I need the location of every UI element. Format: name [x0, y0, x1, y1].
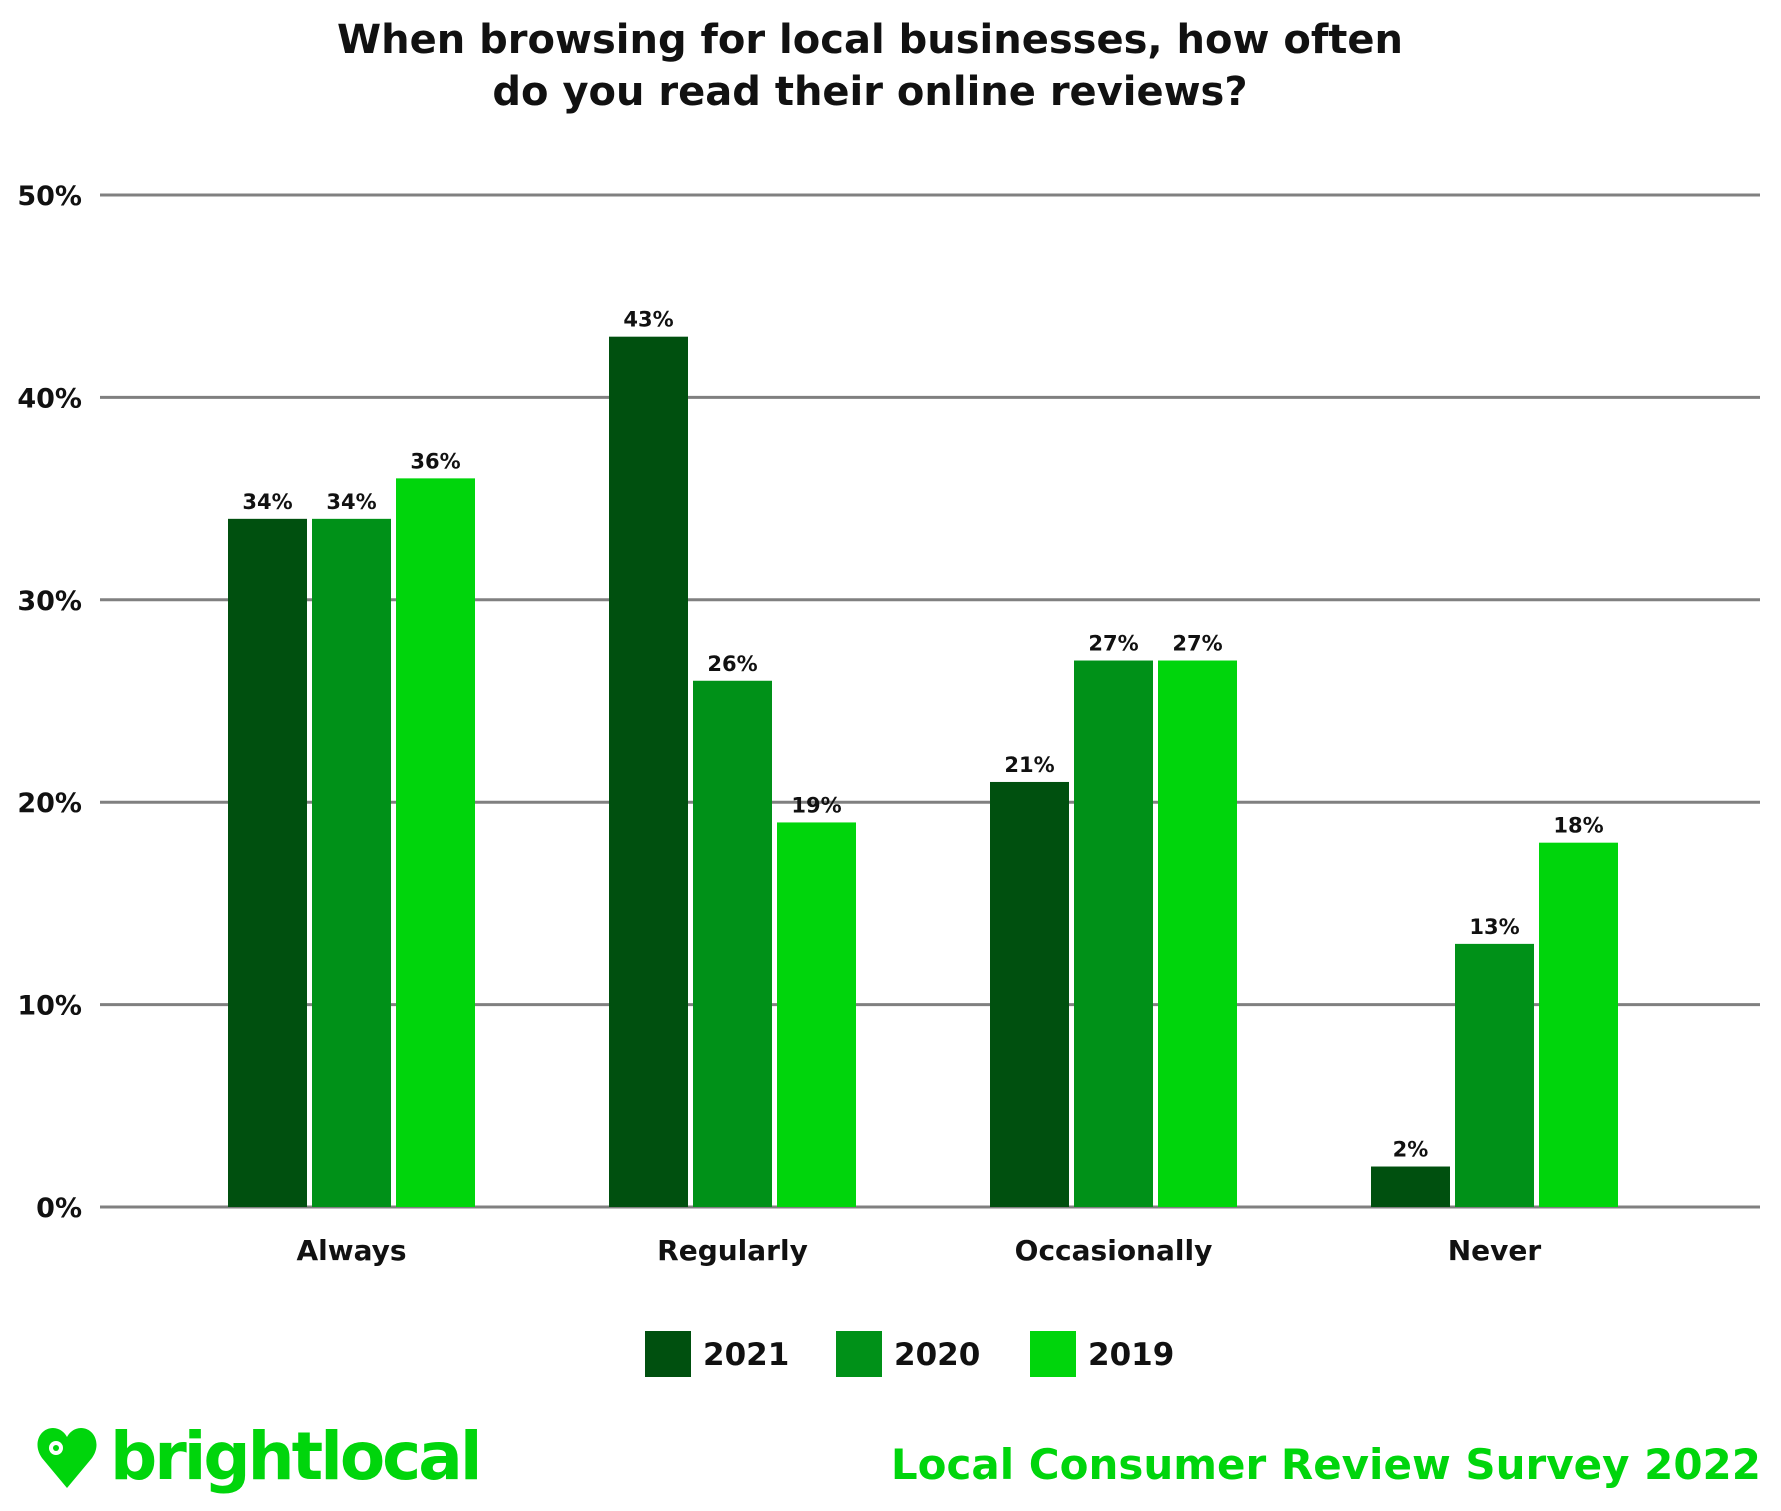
bar-always-2019 — [396, 478, 475, 1207]
legend-label: 2021 — [703, 1337, 789, 1373]
legend-label: 2019 — [1088, 1337, 1174, 1373]
y-tick-label: 10% — [17, 991, 82, 1022]
brightlocal-logo: brightlocal — [36, 1418, 482, 1495]
chart-title: When browsing for local businesses, how … — [0, 14, 1740, 118]
bar-chart: 0% 10% 20% 30% 40% 50% 34% 34% 36% Always 43% 26% 19… — [17, 181, 1760, 1377]
data-label: 27% — [1088, 632, 1138, 656]
bar-always-2020 — [312, 518, 391, 1207]
bar-never-2021 — [1371, 1166, 1450, 1207]
x-category-label: Always — [296, 1234, 406, 1267]
y-tick-label: 0% — [36, 1193, 82, 1224]
bar-occasionally-2021 — [990, 781, 1069, 1207]
data-label: 27% — [1172, 632, 1222, 656]
legend-label: 2020 — [894, 1337, 980, 1373]
x-category-label: Regularly — [657, 1234, 808, 1267]
bar-regularly-2019 — [777, 822, 856, 1207]
bar-occasionally-2020 — [1074, 660, 1153, 1207]
bar-occasionally-2019 — [1158, 660, 1237, 1207]
data-label: 34% — [326, 490, 376, 514]
data-label: 26% — [707, 652, 757, 676]
data-label: 18% — [1553, 814, 1603, 838]
y-tick-label: 50% — [17, 181, 82, 212]
heart-pin-icon — [37, 1427, 97, 1488]
survey-footer: Local Consumer Review Survey 2022 — [890, 1440, 1761, 1489]
legend-swatch-2019 — [1030, 1331, 1076, 1377]
chart-title-line-2: do you read their online reviews? — [492, 69, 1248, 115]
data-label: 13% — [1469, 915, 1519, 939]
bar-regularly-2020 — [693, 680, 772, 1207]
y-tick-label: 20% — [17, 788, 82, 819]
data-label: 19% — [791, 793, 841, 817]
bar-always-2021 — [228, 518, 307, 1207]
data-label: 2% — [1393, 1138, 1429, 1162]
y-tick-label: 40% — [17, 383, 82, 414]
y-tick-label: 30% — [17, 586, 82, 617]
x-category-label: Occasionally — [1015, 1234, 1213, 1267]
data-label: 43% — [623, 308, 673, 332]
data-label: 34% — [242, 490, 292, 514]
bar-never-2020 — [1455, 943, 1534, 1207]
data-label: 21% — [1004, 753, 1054, 777]
bar-never-2019 — [1539, 842, 1618, 1207]
bar-regularly-2021 — [609, 336, 688, 1207]
legend-swatch-2020 — [836, 1331, 882, 1377]
logo-wordmark: brightlocal — [110, 1418, 482, 1495]
legend-swatch-2021 — [645, 1331, 691, 1377]
x-category-label: Never — [1448, 1234, 1542, 1267]
data-label: 36% — [410, 449, 460, 473]
chart-title-line-1: When browsing for local businesses, how … — [337, 17, 1403, 63]
